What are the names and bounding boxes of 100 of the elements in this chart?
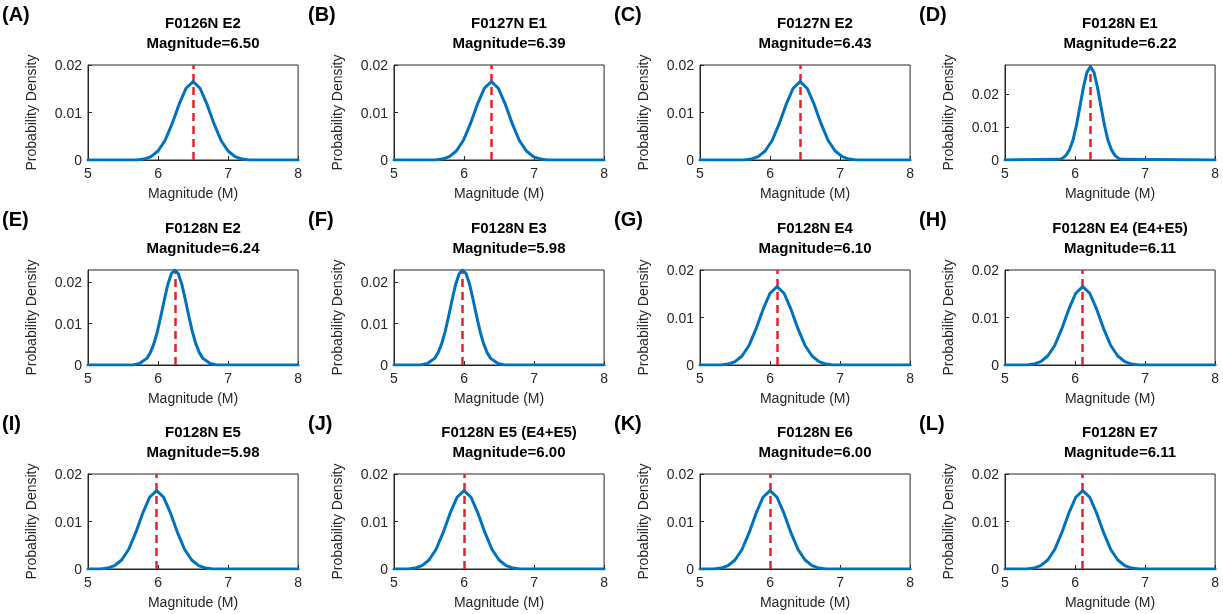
y-tick-label: 0.02: [972, 261, 1000, 278]
y-axis-title: Probability Density: [328, 54, 345, 171]
x-axis-title: Magnitude (M): [1065, 389, 1156, 406]
text: (F): [307, 207, 334, 230]
x-tick-label: 6: [765, 165, 774, 181]
y-tick-label: 0.02: [972, 86, 1000, 103]
x-axis-title: Magnitude (M): [453, 594, 544, 611]
x-tick-label: 8: [905, 574, 914, 591]
y-axis-title: Probability Density: [23, 54, 39, 171]
y-axis-title: Probability Density: [940, 463, 957, 580]
x-tick-label: 8: [599, 369, 608, 386]
y-tick-label: 0.01: [972, 513, 1000, 530]
chart-title: F0128N E7: [1082, 423, 1159, 441]
x-tick-label: 7: [1141, 369, 1150, 386]
x-tick-label: 5: [695, 369, 704, 386]
x-tick-label: 7: [224, 165, 233, 181]
x-tick-label: 6: [1071, 574, 1080, 591]
x-tick-label: 8: [294, 165, 303, 181]
x-axis-title: Magnitude (M): [1065, 185, 1156, 201]
x-tick-label: 7: [835, 165, 844, 181]
chart-subtitle: Magnitude=6.50: [146, 34, 260, 51]
y-axis-title: Probability Density: [328, 463, 345, 580]
y-tick-label: 0.02: [666, 466, 694, 483]
x-tick-label: 6: [459, 574, 468, 591]
x-tick-label: 6: [154, 165, 163, 181]
x-tick-label: 5: [84, 369, 93, 386]
y-tick-label: 0.02: [54, 57, 83, 73]
x-tick-label: 5: [84, 165, 93, 181]
x-tick-label: 7: [224, 574, 233, 591]
x-axis-title: Magnitude (M): [147, 594, 239, 611]
y-tick-label: 0: [991, 561, 1000, 578]
x-axis-title: Magnitude (M): [1065, 594, 1156, 611]
y-tick-label: 0.02: [54, 274, 83, 291]
x-tick-label: 8: [1211, 369, 1220, 386]
chart-subtitle: Magnitude=6.43: [758, 34, 871, 51]
y-tick-label: 0.02: [360, 466, 388, 483]
y-axis-title: Probability Density: [634, 259, 651, 376]
y-tick-label: 0: [991, 356, 1000, 373]
y-tick-label: 0: [74, 152, 83, 168]
chart-subtitle: Magnitude=6.22: [1063, 34, 1177, 51]
text: (J): [307, 412, 333, 435]
chart-title: F0128N E4 (E4+E5): [1052, 218, 1188, 236]
y-tick-label: 0.02: [360, 274, 388, 291]
text: (A): [2, 3, 30, 25]
x-tick-label: 6: [154, 369, 163, 386]
x-axis-title: Magnitude (M): [759, 389, 850, 406]
x-tick-label: 7: [529, 574, 538, 591]
x-axis-title: Magnitude (M): [759, 185, 850, 201]
text: (L): [919, 412, 945, 435]
y-tick-label: 0: [74, 356, 83, 373]
x-tick-label: 8: [905, 369, 914, 386]
chart-subtitle: Magnitude=6.11: [1064, 238, 1177, 256]
chart-title: F0128N E1: [1082, 14, 1159, 31]
text: (D): [919, 3, 948, 25]
x-tick-label: 5: [84, 574, 93, 591]
x-tick-label: 8: [905, 165, 914, 181]
y-tick-label: 0.02: [54, 466, 83, 483]
y-tick-label: 0.01: [360, 104, 388, 121]
line-series: [1003, 65, 1217, 162]
y-tick-label: 0: [685, 152, 694, 168]
chart-subtitle: Magnitude=6.00: [758, 443, 871, 461]
y-tick-label: 0.02: [360, 57, 388, 73]
x-tick-label: 5: [695, 165, 704, 181]
y-axis-title: Probability Density: [328, 259, 345, 376]
x-tick-label: 6: [1071, 369, 1080, 386]
x-tick-label: 5: [389, 369, 398, 386]
text: (I): [2, 412, 21, 435]
line-series: [86, 268, 300, 367]
y-axis-title: Probability Density: [23, 259, 39, 376]
y-tick-label: 0: [74, 561, 83, 578]
chart-title: F0128N E6: [776, 423, 853, 441]
x-tick-label: 8: [1211, 165, 1220, 181]
chart-subtitle: Magnitude=6.00: [452, 443, 566, 461]
chart-subtitle: Magnitude=5.98: [452, 238, 566, 256]
x-tick-label: 6: [765, 369, 774, 386]
y-tick-label: 0: [685, 356, 694, 373]
x-tick-label: 5: [389, 574, 398, 591]
y-tick-label: 0: [379, 561, 388, 578]
x-tick-label: 6: [1071, 165, 1080, 181]
y-tick-label: 0: [991, 152, 1000, 168]
chart-subtitle: Magnitude=6.24: [146, 238, 261, 256]
y-axis-title: Probability Density: [23, 463, 39, 580]
y-tick-label: 0: [685, 561, 694, 578]
text: (C): [613, 3, 642, 25]
x-tick-label: 8: [599, 165, 608, 181]
chart-subtitle: Magnitude=6.10: [758, 238, 871, 256]
y-tick-label: 0.01: [972, 119, 1000, 136]
chart-subtitle: Magnitude=6.39: [452, 34, 566, 51]
chart-title: F0127N E2: [776, 14, 853, 31]
x-tick-label: 7: [529, 369, 538, 386]
x-tick-label: 5: [695, 574, 704, 591]
x-tick-label: 7: [835, 574, 844, 591]
y-tick-label: 0.02: [666, 261, 694, 278]
text: (K): [613, 412, 642, 435]
chart-subtitle: Magnitude=5.98: [146, 443, 260, 461]
y-tick-label: 0.01: [666, 513, 694, 530]
y-axis-title: Probability Density: [940, 54, 957, 171]
text: (B): [307, 3, 336, 25]
x-tick-label: 5: [1001, 165, 1010, 181]
x-tick-label: 6: [765, 574, 774, 591]
